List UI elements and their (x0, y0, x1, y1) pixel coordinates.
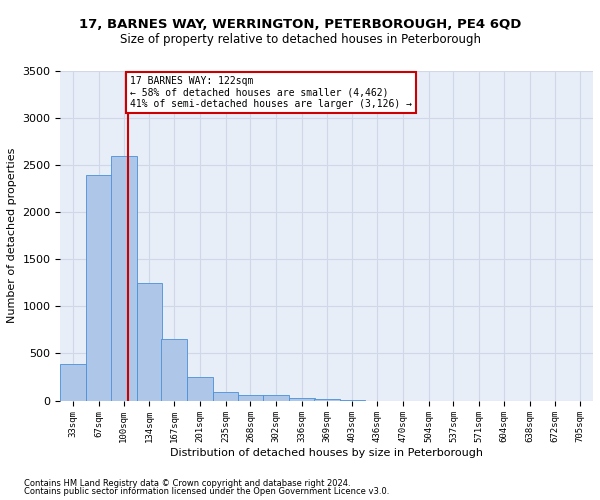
Bar (161, 340, 187, 400)
Bar (213, 392, 238, 400)
Y-axis label: Number of detached properties: Number of detached properties (7, 148, 17, 324)
Bar (61, 364, 86, 401)
Text: 17, BARNES WAY, WERRINGTON, PETERBOROUGH, PE4 6QD: 17, BARNES WAY, WERRINGTON, PETERBOROUGH… (79, 18, 521, 30)
Text: 17 BARNES WAY: 122sqm
← 58% of detached houses are smaller (4,462)
41% of semi-d: 17 BARNES WAY: 122sqm ← 58% of detached … (130, 76, 412, 109)
Bar (137, 283, 162, 401)
Bar (111, 156, 137, 400)
Bar (263, 396, 289, 400)
Bar (314, 398, 340, 400)
Bar (238, 396, 263, 400)
X-axis label: Distribution of detached houses by size in Peterborough: Distribution of detached houses by size … (170, 448, 483, 458)
Text: Contains HM Land Registry data © Crown copyright and database right 2024.: Contains HM Land Registry data © Crown c… (24, 478, 350, 488)
Text: Contains public sector information licensed under the Open Government Licence v3: Contains public sector information licen… (24, 487, 389, 496)
Bar (187, 377, 213, 400)
Bar (289, 398, 314, 400)
Text: Size of property relative to detached houses in Peterborough: Size of property relative to detached ho… (119, 32, 481, 46)
Bar (86, 176, 112, 400)
